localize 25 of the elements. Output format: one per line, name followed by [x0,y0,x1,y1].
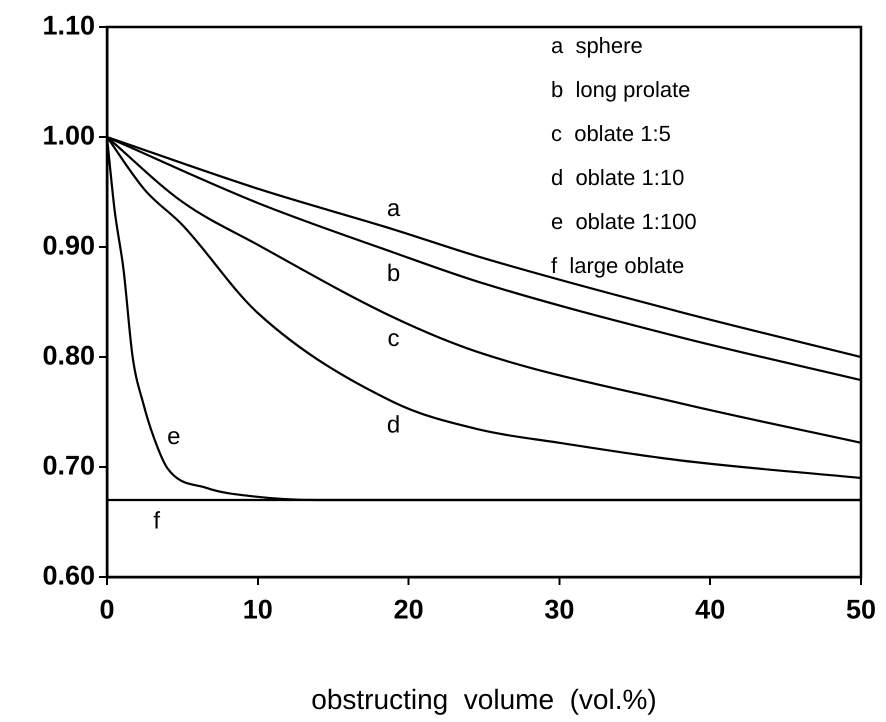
annotation: d oblate 1:10 [550,165,684,190]
x-axis-title: obstructing volume (vol.%) [311,684,657,715]
annotation: e oblate 1:100 [550,209,697,234]
series-label: a [386,195,401,222]
series-label: c [388,325,400,352]
x-tick-label: 0 [99,594,115,625]
series-label: b [386,260,400,288]
y-tick-label: 0.70 [42,450,95,480]
x-tick-label: 30 [544,594,574,625]
x-tick-label: 20 [394,594,424,625]
annotation: b long prolate [550,77,690,102]
y-tick-label: 0.90 [42,230,95,260]
y-tick-label: 1.00 [42,120,95,150]
y-tick-label: 0.80 [42,340,95,370]
y-tick-label: 1.10 [42,10,95,40]
x-tick-label: 10 [242,594,273,625]
x-tick-label: 50 [846,594,876,625]
annotation: a sphere [550,33,643,58]
annotation: c oblate 1:5 [550,121,671,146]
x-tick-label: 40 [695,594,726,625]
series-label: f [153,508,160,535]
annotation: f large oblate [550,253,684,278]
series-label: d [386,412,400,439]
y-tick-label: 0.60 [42,560,95,590]
series-label: e [167,422,180,450]
